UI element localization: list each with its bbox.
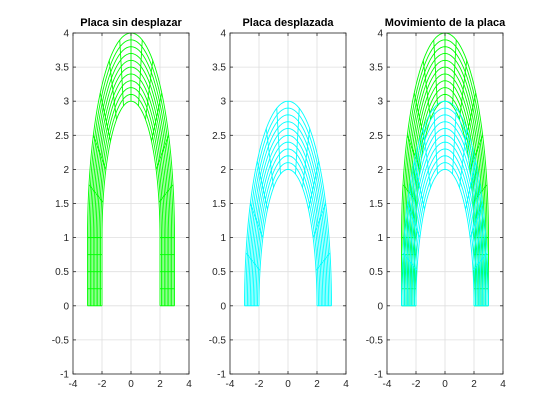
y-tick-label: 1.5: [369, 199, 383, 210]
y-tick-label: 1.5: [55, 199, 69, 210]
plate-series-1: [244, 100, 332, 307]
y-tick-label: 2: [220, 165, 226, 176]
plate-radial: [472, 252, 488, 271]
y-tick-label: 2.5: [55, 131, 69, 142]
y-tick-label: 1.5: [212, 199, 226, 210]
y-tick-label: 2: [377, 165, 383, 176]
subplot-title: Placa desplazada: [242, 17, 334, 29]
y-tick-label: 3: [377, 97, 383, 108]
plate-radial: [465, 92, 477, 142]
plate-radial: [406, 203, 421, 238]
y-tick-label: 1: [220, 233, 226, 244]
y-tick-label: 2.5: [369, 131, 383, 142]
plate-radial: [308, 161, 320, 210]
x-tick-label: -2: [412, 379, 421, 390]
y-tick-label: 0: [220, 301, 226, 312]
plate-series-2: [401, 100, 489, 307]
x-tick-label: 2: [471, 379, 477, 390]
y-tick-label: 0: [377, 301, 383, 312]
plate-radial: [108, 60, 117, 120]
y-tick-label: 1: [63, 233, 69, 244]
plate-radial: [99, 92, 111, 142]
plate-radial: [465, 161, 477, 210]
plate-radial: [433, 108, 438, 175]
x-tick-label: -4: [383, 379, 392, 390]
y-tick-label: -1: [374, 370, 383, 381]
x-tick-label: 2: [157, 379, 163, 390]
plate-radial: [402, 252, 418, 271]
plate-radial: [276, 108, 281, 175]
plate-radial: [88, 184, 104, 203]
plate-radial: [433, 39, 438, 106]
plate-radial: [312, 203, 327, 238]
x-tick-label: 0: [442, 379, 448, 390]
plate-radial: [302, 128, 311, 188]
plate-radial: [249, 203, 264, 238]
plate-radial: [413, 92, 425, 142]
plate-radial: [295, 108, 300, 175]
plate-radial: [158, 184, 174, 203]
y-tick-label: 3.5: [212, 63, 226, 74]
plate-radial: [452, 108, 457, 175]
y-tick-label: 4: [63, 29, 69, 40]
plate-radial: [155, 135, 170, 170]
x-tick-label: -4: [69, 379, 78, 390]
plate-radial: [315, 252, 331, 271]
y-tick-label: 0.5: [369, 267, 383, 278]
x-tick-label: 0: [128, 379, 134, 390]
y-tick-label: -0.5: [366, 335, 384, 346]
plate-series-1: [87, 32, 175, 307]
subplot-title: Placa sin desplazar: [80, 17, 182, 29]
x-tick-label: -2: [98, 379, 107, 390]
subplot-1: -4 -2 0 2 4 -1 -0.5 0 0.5 1 1.5 2 2.5 3 3.5 4 Placa sin …: [52, 17, 192, 390]
plate-radial: [469, 203, 484, 238]
plate-radial: [413, 161, 425, 210]
plate-radial: [422, 60, 431, 120]
y-tick-label: 4: [220, 29, 226, 40]
y-tick-label: -0.5: [52, 335, 70, 346]
plate-radial: [138, 39, 143, 106]
plate-radial: [422, 128, 431, 188]
y-tick-label: 0.5: [212, 267, 226, 278]
x-tick-label: 4: [500, 379, 506, 390]
y-tick-label: -1: [217, 370, 226, 381]
x-tick-label: 4: [343, 379, 349, 390]
plate-radial: [256, 161, 268, 210]
y-tick-label: 3: [63, 97, 69, 108]
x-tick-label: 4: [186, 379, 192, 390]
y-tick-label: 0.5: [55, 267, 69, 278]
plate-radial: [459, 128, 468, 188]
plate-radial: [119, 39, 124, 106]
plate-radial: [92, 135, 107, 170]
y-tick-label: -0.5: [209, 335, 227, 346]
subplot-3: -4 -2 0 2 4-1-0.500.511.522.533.54Movimiento…: [366, 17, 506, 390]
y-tick-label: -1: [60, 370, 69, 381]
x-tick-label: 2: [314, 379, 320, 390]
y-tick-label: 3.5: [55, 63, 69, 74]
subplot-2: -4 -2 0 2 4 -1 -0.5 0 0.5 1 1.5 2 2.5 3 3.5 4 Placa desp…: [209, 17, 349, 390]
y-tick-label: 4: [377, 29, 383, 40]
x-tick-label: -4: [226, 379, 235, 390]
x-tick-label: 0: [285, 379, 291, 390]
y-tick-label: 2.5: [212, 131, 226, 142]
plate-radial: [151, 92, 163, 142]
plate-radial: [145, 60, 154, 120]
plate-radial: [265, 128, 274, 188]
plate-radial: [452, 39, 457, 106]
y-tick-label: 3.5: [369, 63, 383, 74]
plate-radial: [245, 252, 261, 271]
y-tick-label: 1: [377, 233, 383, 244]
y-tick-label: 0: [63, 301, 69, 312]
plate-radial: [459, 60, 468, 120]
y-tick-label: 3: [220, 97, 226, 108]
subplot-title: Movimiento de la placa: [385, 17, 506, 29]
x-tick-label: -2: [255, 379, 264, 390]
y-tick-label: 2: [63, 165, 69, 176]
